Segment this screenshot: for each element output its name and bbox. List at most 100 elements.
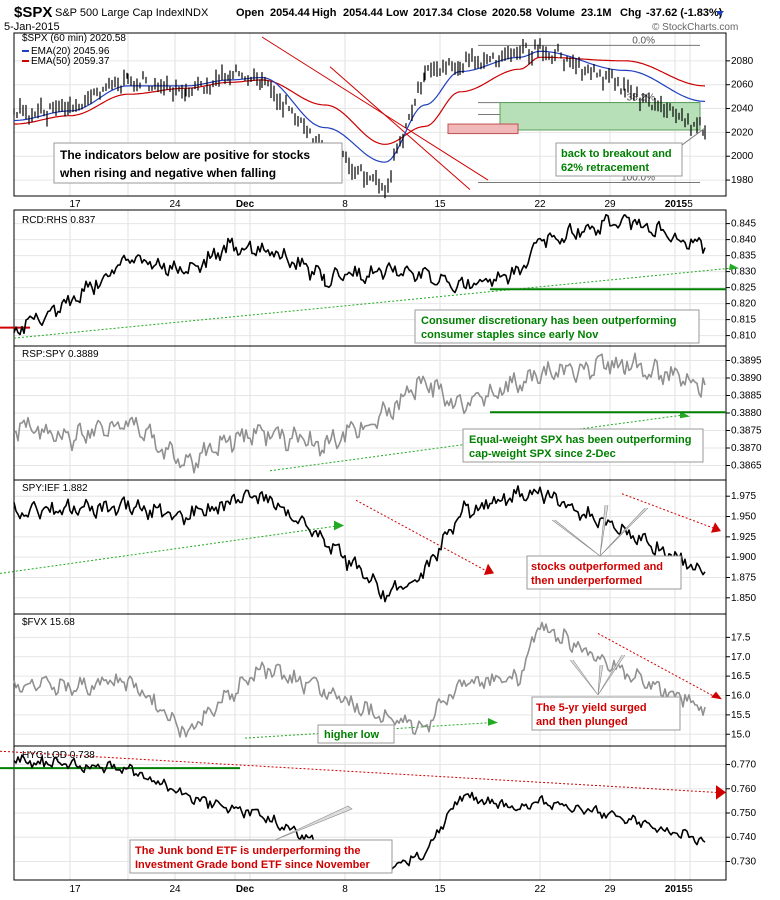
y-tick-label-1: 0.825 xyxy=(731,283,756,294)
rcd-rhs-line xyxy=(13,213,706,336)
y-tick-label-4: 16.0 xyxy=(731,691,751,702)
callout-pointer xyxy=(551,519,601,557)
y-tick-label-5: 0.730 xyxy=(731,856,756,867)
resistance-zone xyxy=(447,123,519,135)
chg-label: Chg xyxy=(620,7,641,19)
y-tick-label-4: 15.0 xyxy=(731,729,751,740)
chart-exchange: INDX xyxy=(182,7,209,19)
y-tick-label-3: 1.875 xyxy=(731,572,756,583)
callout-pointer xyxy=(597,654,626,696)
y-tick-label-2: 0.3865 xyxy=(731,461,762,472)
y-tick-label-3: 1.925 xyxy=(731,532,756,543)
y-tick-label-4: 15.5 xyxy=(731,710,751,721)
annotation-pointer xyxy=(681,127,706,146)
annotation-box-breakout xyxy=(555,142,683,177)
y-tick-label-0: 1980 xyxy=(731,175,754,186)
close-label: Close xyxy=(457,7,487,19)
trend-dotted-line xyxy=(244,722,491,739)
open-label: Open xyxy=(236,7,264,19)
fib-label-4: 100.0% xyxy=(621,172,655,183)
chart-index-name: S&P 500 Large Cap Index xyxy=(55,7,183,19)
annotation-breakout-line1: back to breakout and xyxy=(561,148,672,160)
annotation-rcd-line2: consumer staples since early Nov xyxy=(421,329,599,341)
trend-dotted-line-red xyxy=(621,493,716,530)
x-tick-label-bottom-3: 8 xyxy=(342,884,348,895)
annotation-breakout-line2: 62% retracement xyxy=(561,162,649,174)
panel-label-fvx: $FVX 15.68 xyxy=(22,617,75,628)
x-tick-label-top-0: 17 xyxy=(69,199,81,210)
arrow-head-icon xyxy=(484,563,494,576)
arrow-head-icon xyxy=(716,785,726,800)
y-tick-label-1: 0.835 xyxy=(731,251,756,262)
header-menu-chevron-icon[interactable] xyxy=(716,11,724,16)
channel-line-upper xyxy=(261,36,489,181)
x-tick-label-bottom-4: 15 xyxy=(434,884,446,895)
y-tick-label-2: 0.3870 xyxy=(731,443,762,454)
fib-label-1: 38.2% xyxy=(627,93,655,104)
y-tick-label-1: 0.845 xyxy=(731,219,756,230)
annotation-box-main xyxy=(53,142,343,184)
y-tick-label-4: 17.0 xyxy=(731,652,751,663)
open-value: 2054.44 xyxy=(270,7,311,19)
volume-label: Volume xyxy=(536,7,575,19)
y-tick-label-2: 0.3880 xyxy=(731,408,762,419)
x-tick-label-top-2: Dec xyxy=(236,199,255,210)
y-tick-label-3: 1.975 xyxy=(731,491,756,502)
arrow-head-icon xyxy=(488,717,498,726)
x-tick-label-bottom-0: 17 xyxy=(69,884,81,895)
x-tick-label-bottom-6: 29 xyxy=(604,884,616,895)
low-label: Low xyxy=(386,7,408,19)
x-tick-label-bottom-8: 5 xyxy=(687,884,693,895)
trend-dotted-line xyxy=(13,267,736,339)
rsp-spy-line xyxy=(13,352,706,474)
y-tick-label-0: 2040 xyxy=(731,104,754,115)
chart-date: 5-Jan-2015 xyxy=(4,21,60,33)
x-tick-label-bottom-1: 24 xyxy=(169,884,181,895)
arrow-head-icon xyxy=(729,263,739,270)
plot-area: 1980 2000 2020 2040 2060 2080 0.810 0.815 0.820 0… xyxy=(0,32,762,895)
spy-ief-line xyxy=(13,485,706,603)
panel-label-rsp: RSP:SPY 0.3889 xyxy=(22,349,99,360)
y-tick-label-2: 0.3875 xyxy=(731,426,762,437)
annotation-box-hyg xyxy=(129,839,393,874)
close-value: 2020.58 xyxy=(492,7,532,19)
annotation-hyg-line1: The Junk bond ETF is underperforming the xyxy=(135,845,361,857)
annotation-box-rsp xyxy=(462,428,704,463)
volume-value: 23.1M xyxy=(581,7,612,19)
y-tick-label-5: 0.750 xyxy=(731,808,756,819)
low-value: 2017.34 xyxy=(413,7,454,19)
ema50-line xyxy=(14,56,706,145)
legend-ema20: EMA(20) 2045.96 xyxy=(31,46,110,57)
panel-frame xyxy=(13,479,727,615)
y-tick-label-3: 1.850 xyxy=(731,593,756,604)
x-tick-label-top-5: 22 xyxy=(534,199,546,210)
chart-symbol: $SPX xyxy=(14,4,52,21)
high-value: 2054.44 xyxy=(343,7,384,19)
annotation-rcd-line1: Consumer discretionary has been outperfo… xyxy=(421,315,677,327)
ema20-line xyxy=(13,50,706,163)
channel-line-lower xyxy=(329,66,471,190)
annotation-hyg-line2: Investment Grade bond ETF since November xyxy=(135,859,370,871)
y-tick-label-4: 16.5 xyxy=(731,671,751,682)
annotation-fvx-line1: The 5-yr yield surged xyxy=(536,702,647,714)
annotation-spy-line1: stocks outperformed and xyxy=(531,561,663,573)
callout-pointer xyxy=(274,805,353,841)
fvx-line xyxy=(13,621,706,738)
y-tick-label-0: 2080 xyxy=(731,56,754,67)
panel-label-spy: SPY:IEF 1.882 xyxy=(22,483,88,494)
callout-pointer xyxy=(599,507,649,557)
y-tick-label-5: 0.770 xyxy=(731,760,756,771)
x-tick-label-top-7: 2015 xyxy=(665,199,688,210)
y-tick-label-3: 1.950 xyxy=(731,512,756,523)
x-tick-label-bottom-2: Dec xyxy=(236,884,255,895)
annotation-box-fvx-low xyxy=(317,724,395,744)
x-tick-label-top-3: 8 xyxy=(342,199,348,210)
arrow-head-icon xyxy=(334,520,344,531)
panel-label-rcd: RCD:RHS 0.837 xyxy=(22,215,96,226)
watermark: © StockCharts.com xyxy=(652,22,738,33)
y-tick-label-5: 0.740 xyxy=(731,832,756,843)
annotation-main-line1: The indicators below are positive for st… xyxy=(60,148,310,162)
y-tick-label-0: 2020 xyxy=(731,127,754,138)
y-tick-label-5: 0.760 xyxy=(731,784,756,795)
y-tick-label-3: 1.900 xyxy=(731,552,756,563)
